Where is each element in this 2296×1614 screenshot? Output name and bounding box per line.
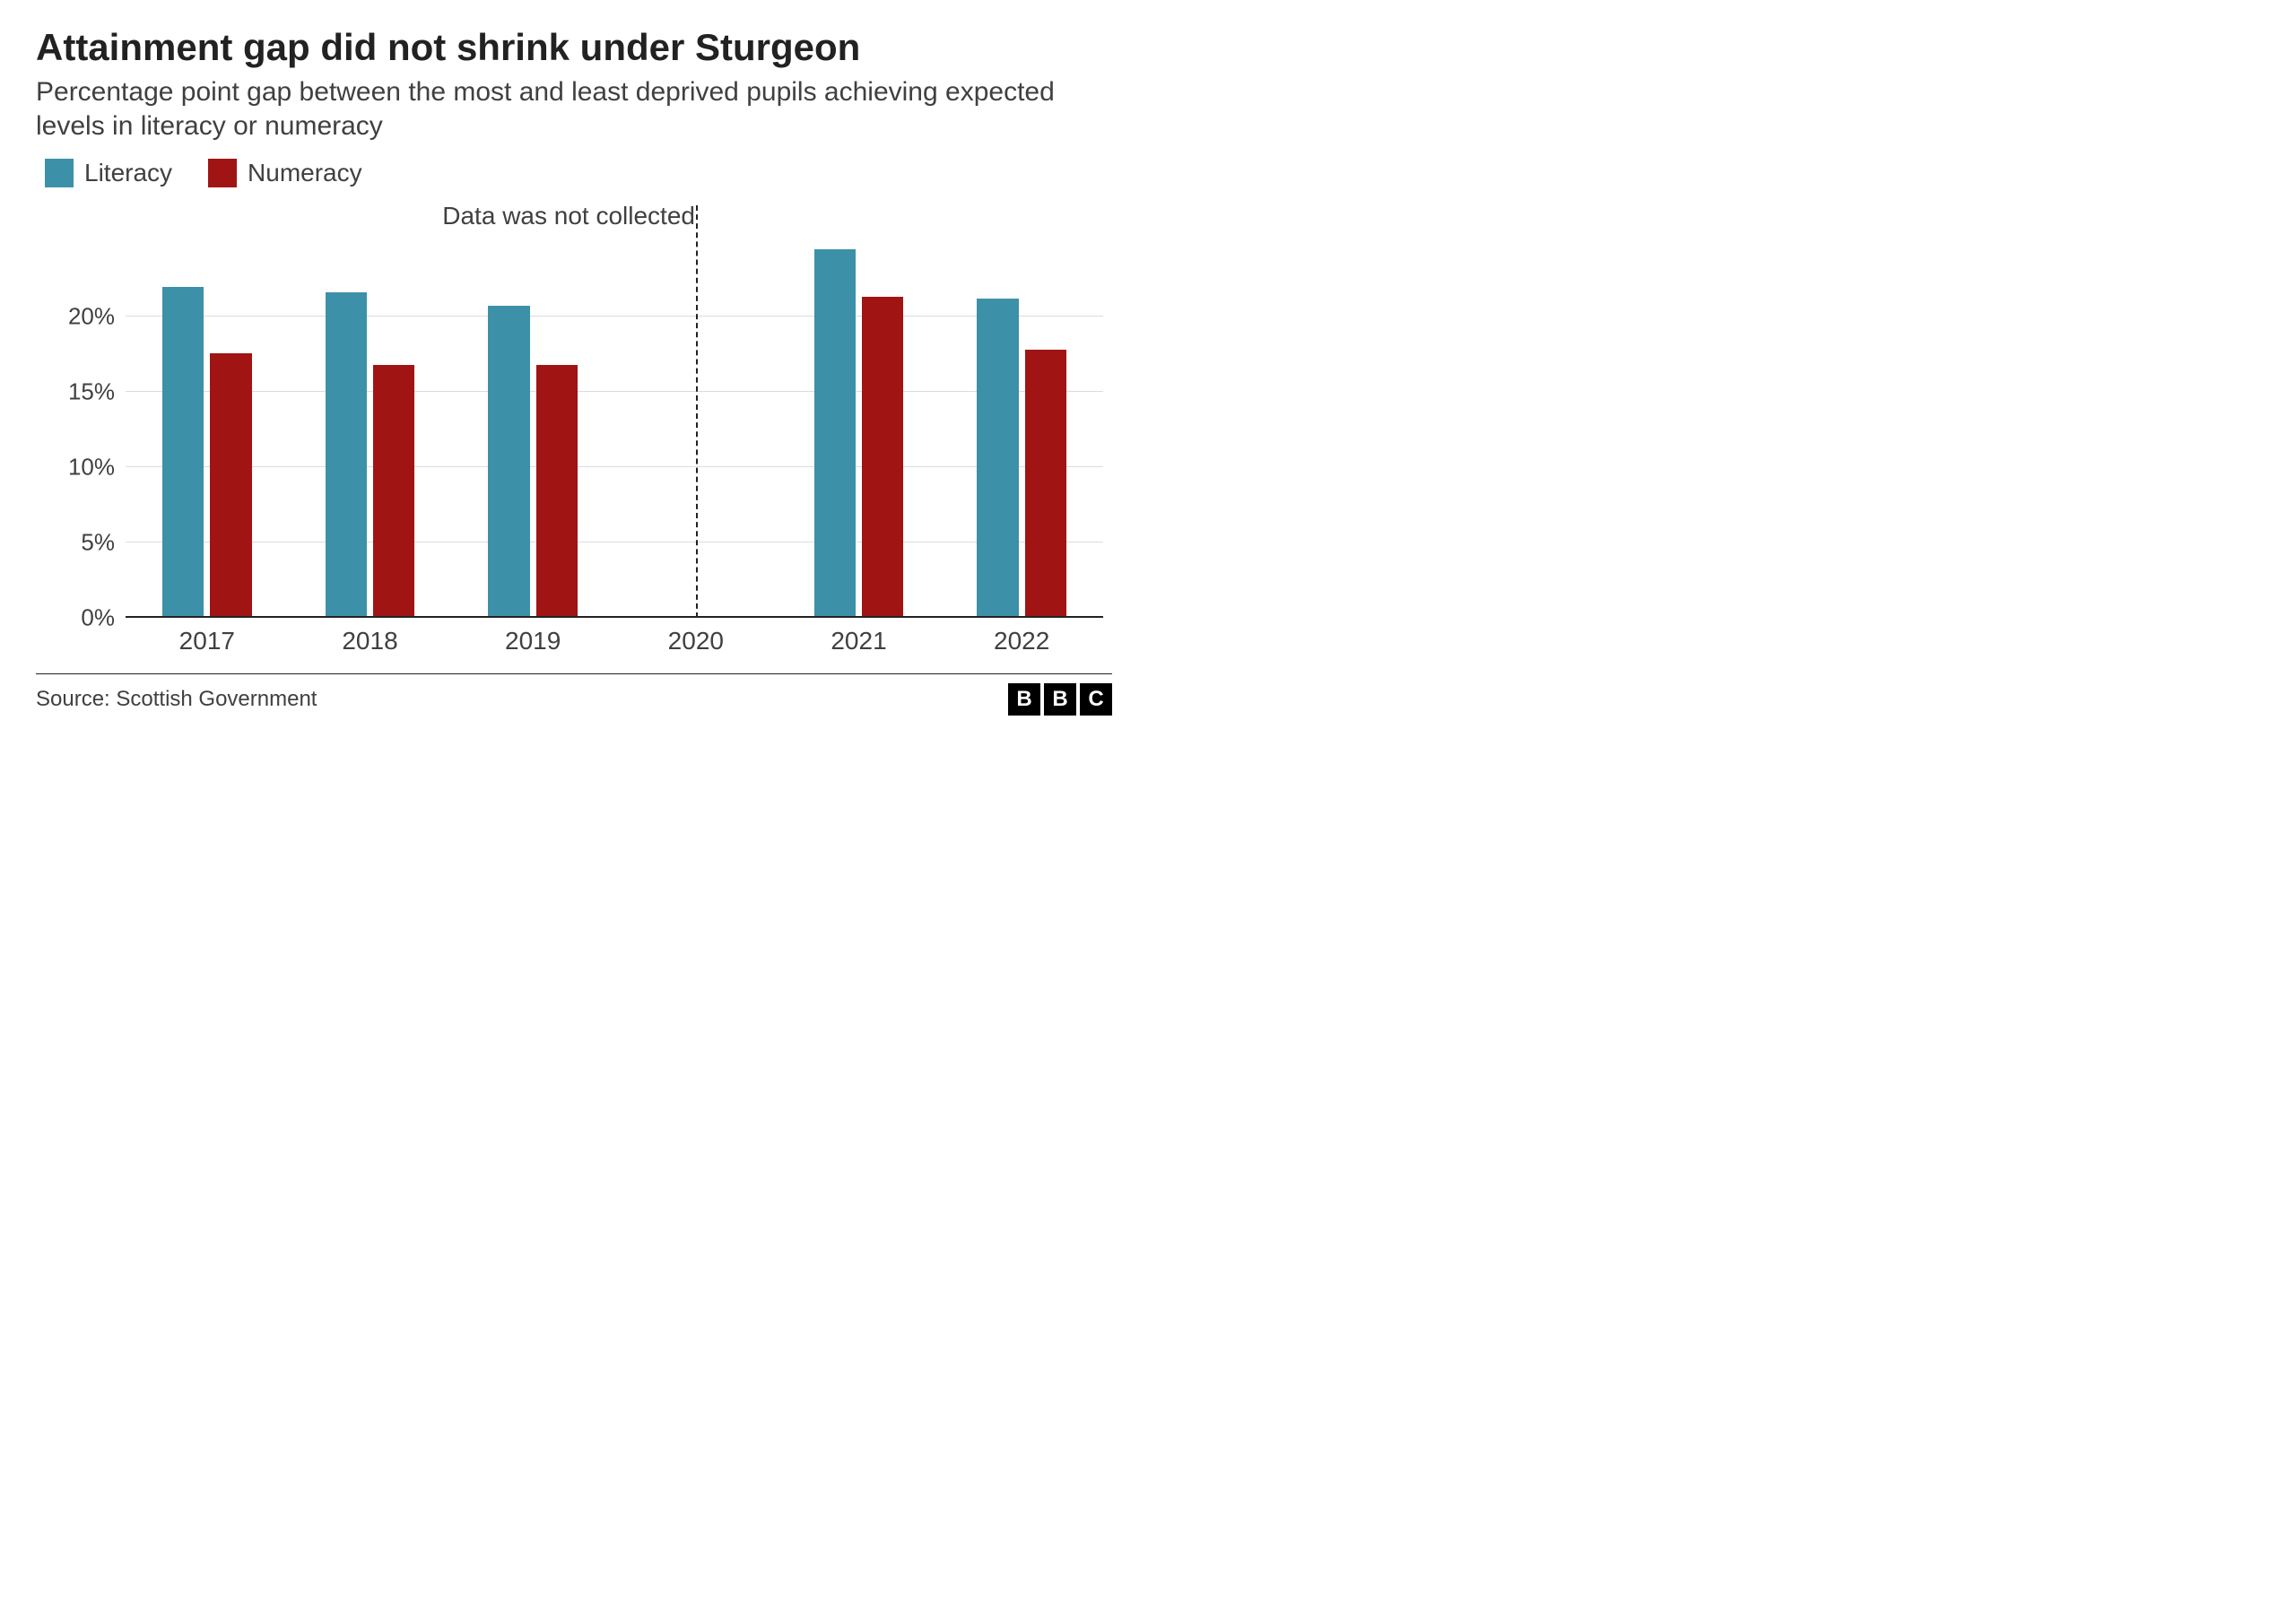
y-axis: 0%5%10%15%20% bbox=[36, 241, 126, 618]
y-tick-label: 15% bbox=[68, 378, 115, 406]
legend-item-literacy: Literacy bbox=[45, 159, 172, 187]
bbc-logo-box: B bbox=[1044, 683, 1076, 716]
bar-literacy-2018 bbox=[326, 292, 367, 618]
x-tick-label: 2020 bbox=[668, 627, 724, 655]
bar-numeracy-2019 bbox=[536, 365, 578, 618]
annotation-label: Data was not collected bbox=[442, 202, 695, 230]
x-tick-label: 2017 bbox=[179, 627, 235, 655]
bar-numeracy-2018 bbox=[373, 365, 414, 618]
y-tick-label: 20% bbox=[68, 303, 115, 331]
y-tick-label: 5% bbox=[81, 529, 115, 557]
x-tick-label: 2018 bbox=[342, 627, 397, 655]
bar-numeracy-2021 bbox=[862, 297, 903, 618]
bar-literacy-2021 bbox=[814, 249, 856, 619]
y-tick-label: 10% bbox=[68, 454, 115, 482]
legend-label: Numeracy bbox=[248, 159, 362, 187]
plot-area: Data was not collected bbox=[126, 241, 1103, 618]
chart-subtitle: Percentage point gap between the most an… bbox=[36, 75, 1112, 143]
bbc-logo-box: C bbox=[1080, 683, 1112, 716]
legend-label: Literacy bbox=[84, 159, 172, 187]
bars-layer bbox=[126, 241, 1103, 618]
annotation-dashed-line bbox=[696, 205, 698, 618]
bar-literacy-2019 bbox=[488, 306, 529, 618]
legend-swatch bbox=[45, 159, 74, 187]
x-tick-label: 2022 bbox=[994, 627, 1049, 655]
bar-literacy-2022 bbox=[977, 299, 1018, 618]
bar-literacy-2017 bbox=[162, 287, 204, 619]
bbc-logo: BBC bbox=[1008, 683, 1112, 716]
source-text: Source: Scottish Government bbox=[36, 687, 317, 712]
bbc-logo-box: B bbox=[1008, 683, 1040, 716]
legend: Literacy Numeracy bbox=[36, 159, 1112, 187]
chart-title: Attainment gap did not shrink under Stur… bbox=[36, 27, 1112, 68]
x-axis: 2017 2018 2019 2020 2021 2022 bbox=[126, 618, 1103, 663]
bar-numeracy-2017 bbox=[210, 353, 251, 619]
legend-item-numeracy: Numeracy bbox=[208, 159, 362, 187]
x-tick-label: 2021 bbox=[831, 627, 886, 655]
y-tick-label: 0% bbox=[81, 604, 115, 632]
legend-swatch bbox=[208, 159, 237, 187]
x-tick-label: 2019 bbox=[505, 627, 561, 655]
bar-numeracy-2022 bbox=[1025, 350, 1066, 618]
footer: Source: Scottish Government BBC bbox=[36, 673, 1112, 716]
chart-container: 0% 5% 10% 15% 20% Data was not collected 201… bbox=[36, 196, 1112, 663]
